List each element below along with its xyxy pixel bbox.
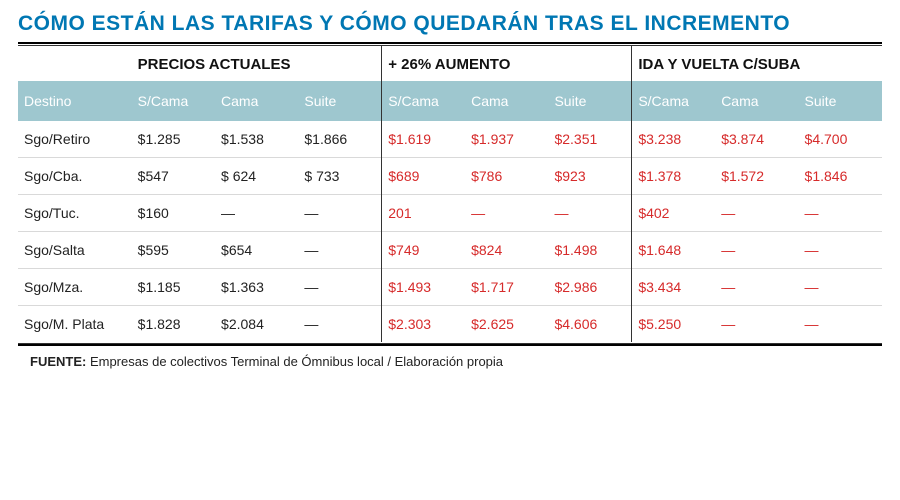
cell: $1.285 xyxy=(132,121,215,158)
cell: $4.700 xyxy=(799,121,882,158)
cell: $689 xyxy=(382,158,465,195)
table-body: Sgo/Retiro$1.285$1.538$1.866$1.619$1.937… xyxy=(18,121,882,342)
source-line: FUENTE: Empresas de colectivos Terminal … xyxy=(18,346,882,369)
cell: — xyxy=(298,232,381,269)
cell: $3.238 xyxy=(632,121,715,158)
cell: $2.986 xyxy=(548,269,631,306)
table-row: Sgo/Tuc.$160——201——$402—— xyxy=(18,195,882,232)
source-text: Empresas de colectivos Terminal de Ómnib… xyxy=(86,354,503,369)
cell: $2.351 xyxy=(548,121,631,158)
cell: Sgo/Mza. xyxy=(18,269,132,306)
table-container: PRECIOS ACTUALES + 26% AUMENTO IDA Y VUE… xyxy=(18,46,882,346)
page-title: CÓMO ESTÁN LAS TARIFAS Y CÓMO QUEDARÁN T… xyxy=(18,12,882,42)
cell: $4.606 xyxy=(548,306,631,343)
col-scama-1: S/Cama xyxy=(132,81,215,121)
cell: $654 xyxy=(215,232,298,269)
col-destino: Destino xyxy=(18,81,132,121)
cell: — xyxy=(298,306,381,343)
col-suite-2: Suite xyxy=(548,81,631,121)
table-row: Sgo/Retiro$1.285$1.538$1.866$1.619$1.937… xyxy=(18,121,882,158)
cell: $923 xyxy=(548,158,631,195)
col-scama-2: S/Cama xyxy=(382,81,465,121)
table-row: Sgo/Mza.$1.185$1.363—$1.493$1.717$2.986$… xyxy=(18,269,882,306)
cell: — xyxy=(715,269,798,306)
cell: $1.498 xyxy=(548,232,631,269)
group-aumento: + 26% AUMENTO xyxy=(382,46,632,81)
col-suite-1: Suite xyxy=(298,81,381,121)
cell: $1.538 xyxy=(215,121,298,158)
cell: Sgo/Salta xyxy=(18,232,132,269)
cell: $1.619 xyxy=(382,121,465,158)
cell: — xyxy=(799,306,882,343)
cell: $547 xyxy=(132,158,215,195)
table-row: Sgo/Salta$595$654—$749$824$1.498$1.648—— xyxy=(18,232,882,269)
cell: — xyxy=(298,195,381,232)
cell: $1.828 xyxy=(132,306,215,343)
cell: — xyxy=(715,306,798,343)
cell: $1.493 xyxy=(382,269,465,306)
cell: $786 xyxy=(465,158,548,195)
group-precios-actuales: PRECIOS ACTUALES xyxy=(132,46,382,81)
cell: — xyxy=(799,269,882,306)
cell: $2.625 xyxy=(465,306,548,343)
group-header-row: PRECIOS ACTUALES + 26% AUMENTO IDA Y VUE… xyxy=(18,46,882,81)
cell: Sgo/Cba. xyxy=(18,158,132,195)
cell: $1.378 xyxy=(632,158,715,195)
cell: $3.874 xyxy=(715,121,798,158)
cell: — xyxy=(215,195,298,232)
cell: Sgo/M. Plata xyxy=(18,306,132,343)
cell: $402 xyxy=(632,195,715,232)
table-row: Sgo/Cba.$547$ 624$ 733$689$786$923$1.378… xyxy=(18,158,882,195)
cell: $749 xyxy=(382,232,465,269)
cell: $1.648 xyxy=(632,232,715,269)
sub-header-row: Destino S/Cama Cama Suite S/Cama Cama Su… xyxy=(18,81,882,121)
group-ida-vuelta: IDA Y VUELTA C/SUBA xyxy=(632,46,882,81)
cell: $824 xyxy=(465,232,548,269)
cell: $2.303 xyxy=(382,306,465,343)
cell: $1.717 xyxy=(465,269,548,306)
cell: — xyxy=(548,195,631,232)
cell: $1.846 xyxy=(799,158,882,195)
cell: $ 624 xyxy=(215,158,298,195)
col-scama-3: S/Cama xyxy=(632,81,715,121)
cell: $ 733 xyxy=(298,158,381,195)
table-row: Sgo/M. Plata$1.828$2.084—$2.303$2.625$4.… xyxy=(18,306,882,343)
cell: 201 xyxy=(382,195,465,232)
cell: $5.250 xyxy=(632,306,715,343)
cell: $3.434 xyxy=(632,269,715,306)
cell: — xyxy=(715,232,798,269)
col-cama-2: Cama xyxy=(465,81,548,121)
source-label: FUENTE: xyxy=(30,354,86,369)
cell: $2.084 xyxy=(215,306,298,343)
group-blank xyxy=(18,46,132,81)
top-rule-thick xyxy=(18,42,882,44)
cell: $595 xyxy=(132,232,215,269)
col-cama-1: Cama xyxy=(215,81,298,121)
cell: — xyxy=(799,232,882,269)
cell: — xyxy=(298,269,381,306)
cell: $1.866 xyxy=(298,121,381,158)
cell: $160 xyxy=(132,195,215,232)
cell: $1.937 xyxy=(465,121,548,158)
cell: — xyxy=(465,195,548,232)
cell: $1.363 xyxy=(215,269,298,306)
cell: $1.572 xyxy=(715,158,798,195)
cell: $1.185 xyxy=(132,269,215,306)
col-suite-3: Suite xyxy=(799,81,882,121)
cell: — xyxy=(715,195,798,232)
cell: — xyxy=(799,195,882,232)
tariff-table: PRECIOS ACTUALES + 26% AUMENTO IDA Y VUE… xyxy=(18,46,882,342)
cell: Sgo/Tuc. xyxy=(18,195,132,232)
cell: Sgo/Retiro xyxy=(18,121,132,158)
col-cama-3: Cama xyxy=(715,81,798,121)
